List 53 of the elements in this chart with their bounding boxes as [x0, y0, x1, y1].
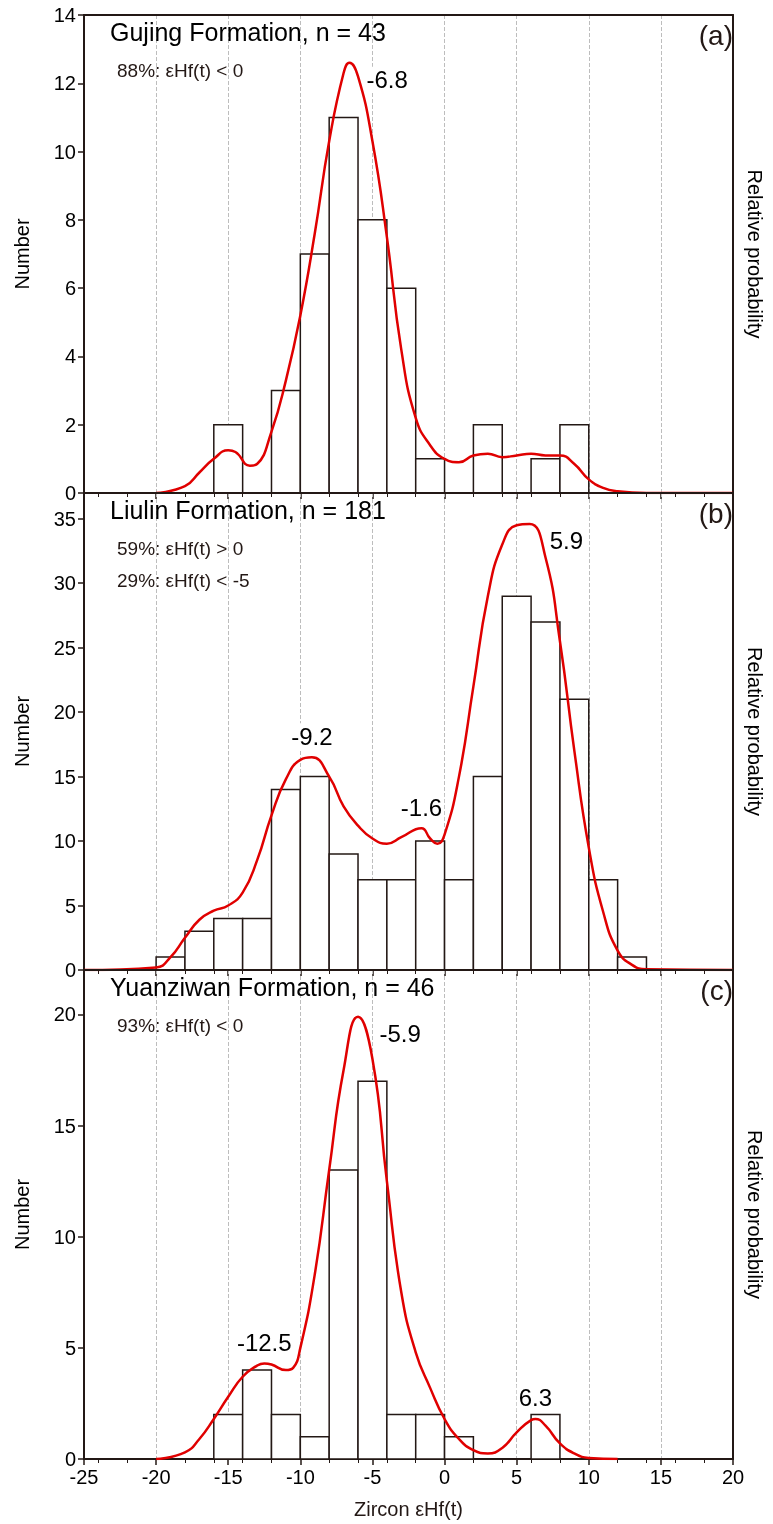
y-tick-label: 15	[53, 1114, 76, 1137]
chart-subtitle: (a)	[698, 19, 734, 51]
x-axis-title: Zircon εHf(t)	[354, 1498, 463, 1520]
y-tick-label: 25	[53, 636, 76, 659]
y2-axis-title: Relative probability	[744, 647, 766, 816]
y-tick-label: 6	[64, 277, 76, 300]
chart-subtitle: (b)	[698, 497, 734, 529]
x-tick-label: 20	[721, 1466, 745, 1488]
y-tick-label: 10	[53, 140, 76, 163]
x-tick-label: -10	[285, 1466, 315, 1488]
y-tick-label: 5	[64, 894, 76, 917]
y-tick-label: 10	[53, 1225, 76, 1248]
chart-title: Liulin Formation, n = 181	[110, 495, 386, 524]
annotation: -6.8	[366, 66, 408, 94]
y-tick-label: 4	[64, 345, 76, 368]
chart-title: Yuanziwan Formation, n = 46	[110, 972, 435, 1001]
chart-subtitle: (c)	[700, 974, 734, 1006]
x-tick-label: -15	[213, 1466, 243, 1488]
y-tick-label: 30	[53, 572, 76, 595]
y-tick-label: 0	[64, 959, 76, 981]
annotation: 29%: εHf(t) < -5	[117, 570, 250, 591]
annotation: 93%: εHf(t) < 0	[117, 1015, 244, 1036]
x-tick-label: 0	[438, 1466, 451, 1488]
chart-title: Gujing Formation, n = 43	[110, 17, 386, 46]
x-tick-label: 5	[511, 1466, 523, 1488]
y-tick-label: 15	[53, 765, 76, 788]
y-tick-label: 14	[53, 4, 76, 26]
y-tick-label: 35	[53, 507, 76, 530]
y-axis-title: Number	[11, 1178, 33, 1251]
y-tick-label: 20	[53, 1003, 76, 1026]
y-tick-label: 10	[53, 830, 76, 853]
annotation: -5.9	[379, 1020, 421, 1048]
annotation: -1.6	[400, 793, 443, 821]
x-tick-label: -5	[363, 1466, 382, 1488]
y-tick-label: 5	[64, 1336, 76, 1359]
x-tick-label: 10	[577, 1466, 600, 1488]
y-axis-title: Number	[11, 695, 33, 768]
annotation: -12.5	[236, 1328, 292, 1356]
y-tick-label: 8	[64, 208, 76, 231]
y-axis-title: Number	[11, 218, 33, 290]
y2-axis-title: Relative probability	[744, 1130, 766, 1299]
y2-axis-title: Relative probability	[744, 169, 766, 339]
annotation: 6.3	[518, 1384, 553, 1412]
x-tick-label: -20	[141, 1466, 171, 1488]
y-tick-label: 12	[53, 72, 76, 95]
y-tick-label: 2	[64, 413, 76, 436]
y-tick-label: 0	[64, 482, 76, 504]
annotation: -9.2	[291, 722, 333, 750]
x-tick-label: 15	[649, 1466, 673, 1488]
annotation: 59%: εHf(t) > 0	[117, 538, 244, 559]
y-tick-label: 20	[53, 701, 76, 724]
annotation: 5.9	[549, 527, 584, 555]
annotation: 88%: εHf(t) < 0	[117, 60, 244, 81]
